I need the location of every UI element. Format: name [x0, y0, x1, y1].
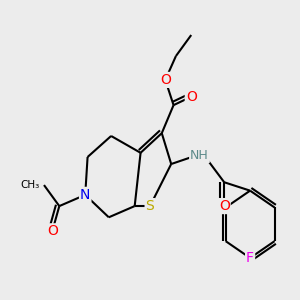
Text: F: F [246, 251, 254, 265]
Text: NH: NH [190, 149, 209, 162]
Text: S: S [146, 199, 154, 213]
Text: O: O [186, 90, 197, 104]
Text: O: O [160, 73, 171, 87]
Text: N: N [80, 188, 90, 202]
Text: O: O [219, 199, 230, 213]
Text: CH₃: CH₃ [20, 180, 39, 190]
Text: O: O [47, 224, 58, 238]
